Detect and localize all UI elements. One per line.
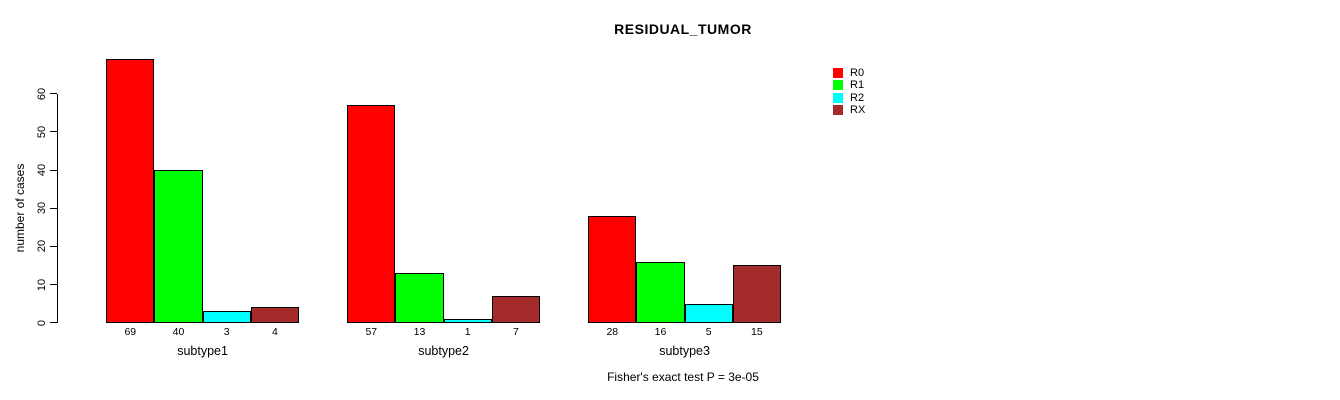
category-label-subtype2: subtype2 <box>418 344 469 358</box>
legend-swatch-R0 <box>833 67 843 78</box>
bar-RX-subtype2 <box>491 296 540 323</box>
bar-RX-subtype3 <box>732 265 781 323</box>
y-axis-tick-label: 60 <box>36 87 48 100</box>
y-axis-line <box>57 93 58 323</box>
bar-value-label: 13 <box>413 325 426 338</box>
legend-label-R0: R0 <box>850 66 865 79</box>
y-axis-tick <box>50 169 57 171</box>
y-axis-tick-label: 20 <box>36 240 48 253</box>
bar-R2-subtype3 <box>684 303 733 323</box>
bar-value-label: 16 <box>654 325 667 338</box>
legend-swatch-R1 <box>833 80 843 90</box>
category-label-subtype1: subtype1 <box>177 344 228 358</box>
bar-R0-subtype3 <box>588 215 637 323</box>
bar-R1-subtype2 <box>395 273 444 323</box>
legend-swatch-RX <box>833 105 843 115</box>
y-axis-label: number of cases <box>13 163 27 253</box>
bar-value-label: 40 <box>172 325 185 338</box>
y-axis-tick <box>50 131 57 133</box>
y-axis-tick-label: 10 <box>36 278 48 291</box>
y-axis-tick <box>50 93 57 95</box>
bar-R2-subtype1 <box>202 311 251 323</box>
category-label-subtype3: subtype3 <box>659 344 710 358</box>
legend-label-R1: R1 <box>850 79 865 91</box>
bar-value-label: 57 <box>365 325 378 338</box>
bar-R0-subtype1 <box>106 59 155 323</box>
bar-value-label: 5 <box>705 325 712 338</box>
y-axis-tick <box>50 245 57 247</box>
bar-RX-subtype1 <box>250 307 299 323</box>
bar-value-label: 7 <box>512 325 519 338</box>
y-axis-tick-label: 0 <box>36 319 48 326</box>
bar-R2-subtype2 <box>443 318 492 323</box>
bar-value-label: 69 <box>124 325 137 338</box>
bar-R1-subtype3 <box>636 261 685 323</box>
chart-title: RESIDUAL_TUMOR <box>614 21 752 37</box>
y-axis-tick <box>50 322 57 324</box>
y-axis-tick-label: 40 <box>36 163 48 177</box>
y-axis-tick-label: 50 <box>36 125 48 139</box>
bar-value-label: 4 <box>271 325 278 338</box>
bar-value-label: 3 <box>223 325 230 338</box>
bar-R1-subtype1 <box>154 170 203 323</box>
bar-R0-subtype2 <box>347 105 396 323</box>
bar-value-label: 1 <box>464 325 471 338</box>
legend-swatch-R2 <box>833 92 843 103</box>
legend-label-R2: R2 <box>850 91 865 104</box>
bar-value-label: 15 <box>751 325 763 338</box>
bar-value-label: 28 <box>606 325 619 338</box>
annotation-text: Fisher's exact test P = 3e-05 <box>607 370 759 384</box>
legend-label-RX: RX <box>850 104 866 116</box>
y-axis-tick-label: 30 <box>36 202 48 215</box>
y-axis-tick <box>50 284 57 285</box>
y-axis-tick <box>50 207 57 209</box>
